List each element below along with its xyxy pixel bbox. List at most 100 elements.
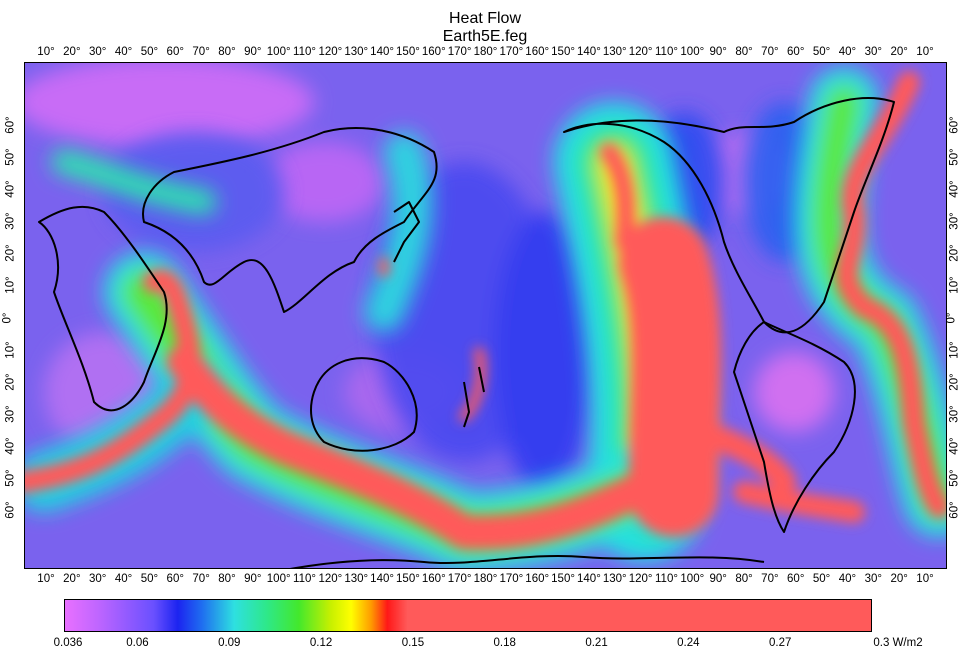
color-scale-label: 0.036 xyxy=(53,637,83,649)
map-title: Heat Flow xyxy=(448,10,522,27)
longitude-tick-label: 40° xyxy=(838,46,857,58)
longitude-tick-label: 30° xyxy=(89,573,107,585)
longitude-tick-label: 150° xyxy=(396,573,420,585)
longitude-tick-label: 120° xyxy=(628,46,653,58)
longitude-tick-label: 150° xyxy=(551,46,575,58)
latitude-tick-label: 20° xyxy=(948,372,961,391)
latitude-tick-label: 10° xyxy=(4,276,17,295)
longitude-tick-label: 170° xyxy=(447,46,472,58)
longitude-tick-label: 90° xyxy=(709,573,727,585)
longitude-tick-label: 100° xyxy=(680,573,705,585)
latitude-tick-label: 50° xyxy=(948,469,961,487)
longitude-tick-label: 140° xyxy=(370,573,394,585)
longitude-tick-label: 180° xyxy=(473,46,498,58)
longitude-tick-label: 110° xyxy=(293,573,316,585)
heat-flow-field xyxy=(24,62,947,569)
longitude-tick-label: 90° xyxy=(244,573,262,585)
longitude-tick-label: 110° xyxy=(293,46,316,58)
latitude-tick-label: 60° xyxy=(948,116,961,134)
latitude-tick-label: 40° xyxy=(4,180,17,198)
latitude-tick-label: 30° xyxy=(948,405,961,423)
latitude-tick-label: 20° xyxy=(4,244,17,263)
color-scale-label: 0.06 xyxy=(126,637,149,649)
longitude-tick-label: 60° xyxy=(787,46,805,58)
color-scale-bar xyxy=(64,599,872,632)
longitude-tick-label: 50° xyxy=(140,573,159,585)
latitude-tick-label: 60° xyxy=(4,116,17,134)
longitude-tick-label: 70° xyxy=(192,46,210,58)
latitude-tick-label: 50° xyxy=(4,148,17,166)
longitude-tick-label: 80° xyxy=(735,46,753,58)
longitude-tick-label: 160° xyxy=(525,573,550,585)
color-scale-labels: 0.036 0.06 0.09 0.12 0.15 0.18 0.21 0.24 0.27 0.3… xyxy=(0,637,970,653)
longitude-tick-label: 50° xyxy=(140,46,159,58)
latitude-tick-label: 40° xyxy=(4,437,17,455)
latitude-tick-label: 40° xyxy=(948,437,961,455)
longitude-tick-label: 140° xyxy=(370,46,394,58)
longitude-tick-label: 50° xyxy=(812,573,831,585)
longitude-tick-label: 10° xyxy=(916,46,934,58)
longitude-axis-top: 10° 20° 30° 40° 50° 60° 70° 80° 90° 100° 110° 120° 1… xyxy=(0,46,970,62)
latitude-tick-label: 60° xyxy=(948,501,961,519)
heat-flow-map xyxy=(24,62,947,569)
longitude-tick-label: 80° xyxy=(218,573,236,585)
color-scale-label: 0.12 xyxy=(309,637,333,649)
longitude-axis-bottom: 10° 20° 30° 40° 50° 60° 70° 80° 90° 100° 110° 120° 1… xyxy=(0,573,970,589)
longitude-tick-label: 30° xyxy=(864,573,882,585)
longitude-tick-label: 80° xyxy=(218,46,236,58)
latitude-tick-label: 10° xyxy=(4,340,17,359)
map-subtitle: Earth5E.feg xyxy=(442,28,528,45)
latitude-tick-label: 30° xyxy=(4,212,17,230)
longitude-tick-label: 170° xyxy=(447,573,472,585)
longitude-tick-label: 70° xyxy=(761,46,779,58)
longitude-tick-label: 90° xyxy=(709,46,727,58)
latitude-tick-label: 20° xyxy=(4,372,17,391)
longitude-tick-label: 20° xyxy=(890,573,908,585)
longitude-tick-label: 160° xyxy=(421,46,446,58)
map-frame xyxy=(24,62,947,569)
latitude-tick-label: 30° xyxy=(4,405,17,423)
color-scale-label: 0.24 xyxy=(677,637,700,649)
longitude-tick-label: 130° xyxy=(602,46,627,58)
longitude-tick-label: 20° xyxy=(63,573,81,585)
latitude-tick-label: 0° xyxy=(945,312,958,323)
longitude-tick-label: 20° xyxy=(890,46,908,58)
longitude-tick-label: 10° xyxy=(37,573,55,585)
longitude-tick-label: 90° xyxy=(244,46,262,58)
latitude-tick-label: 60° xyxy=(4,501,17,519)
longitude-tick-label: 80° xyxy=(735,573,753,585)
longitude-tick-label: 130° xyxy=(344,573,369,585)
latitude-tick-label: 10° xyxy=(948,340,961,359)
color-scale-label: 0.15 xyxy=(401,637,425,649)
color-scale-label: 0.09 xyxy=(218,637,241,649)
longitude-tick-label: 130° xyxy=(602,573,627,585)
longitude-tick-label: 10° xyxy=(37,46,55,58)
latitude-tick-label: 10° xyxy=(948,276,961,295)
longitude-tick-label: 100° xyxy=(266,573,291,585)
longitude-tick-label: 70° xyxy=(192,573,210,585)
longitude-tick-label: 20° xyxy=(63,46,81,58)
longitude-tick-label: 170° xyxy=(499,46,524,58)
longitude-tick-label: 180° xyxy=(473,573,498,585)
color-scale-label: 0.27 xyxy=(768,637,792,649)
longitude-tick-label: 10° xyxy=(916,573,934,585)
longitude-tick-label: 100° xyxy=(266,46,291,58)
color-scale-label: 0.21 xyxy=(585,637,608,649)
longitude-tick-label: 160° xyxy=(525,46,550,58)
latitude-tick-label: 50° xyxy=(948,148,961,166)
longitude-tick-label: 40° xyxy=(114,46,133,58)
longitude-tick-label: 50° xyxy=(812,46,831,58)
longitude-tick-label: 30° xyxy=(864,46,882,58)
longitude-tick-label: 170° xyxy=(499,573,524,585)
latitude-tick-label: 40° xyxy=(948,180,961,198)
coastlines xyxy=(38,97,895,569)
latitude-tick-label: 20° xyxy=(948,244,961,263)
longitude-tick-label: 60° xyxy=(166,573,184,585)
longitude-tick-label: 120° xyxy=(318,46,343,58)
color-scale-label: 0.3 W/m2 xyxy=(873,637,923,649)
ridge-bands xyxy=(24,71,947,550)
longitude-tick-label: 120° xyxy=(318,573,343,585)
latitude-tick-label: 30° xyxy=(948,212,961,230)
longitude-tick-label: 110° xyxy=(655,46,678,58)
longitude-tick-label: 100° xyxy=(680,46,705,58)
